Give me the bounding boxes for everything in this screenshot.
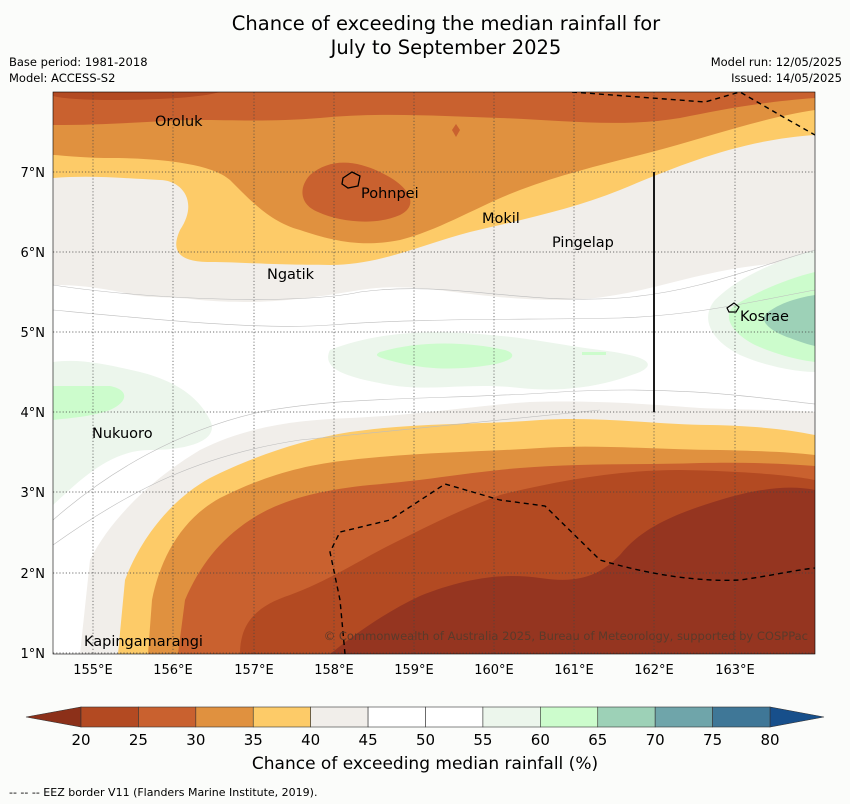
lon-label: 158°E bbox=[314, 663, 354, 678]
base-period: Base period: 1981-2018 bbox=[9, 55, 148, 69]
lat-label: 4°N bbox=[21, 406, 46, 421]
grid-lines bbox=[53, 92, 815, 654]
small-patch bbox=[452, 124, 460, 137]
colorbar-swatch bbox=[712, 706, 771, 728]
band-65-70-east bbox=[763, 295, 815, 346]
colorbar-title: Chance of exceeding median rainfall (%) bbox=[251, 754, 599, 774]
band-60-65-centre bbox=[376, 343, 513, 369]
lat-label: 7°N bbox=[21, 166, 46, 181]
lat-label: 2°N bbox=[21, 567, 46, 582]
place-mokil: Mokil bbox=[482, 211, 520, 227]
colorbar-high-arrow bbox=[769, 706, 825, 728]
colorbar-tick-label: 45 bbox=[359, 731, 378, 749]
lon-label: 160°E bbox=[474, 663, 514, 678]
colorbar-swatch bbox=[654, 706, 713, 728]
colorbar-tick-label: 35 bbox=[244, 731, 263, 749]
rainfall-map: © Commonwealth of Australia 2025, Bureau… bbox=[21, 91, 816, 678]
colorbar-tick-label: 20 bbox=[71, 731, 90, 749]
place-kapingamarangi: Kapingamarangi bbox=[84, 634, 203, 650]
colorbar-swatch bbox=[367, 706, 426, 728]
band-60-65-west bbox=[53, 386, 125, 420]
place-labels: Oroluk Pohnpei Mokil Pingelap Ngatik Kos… bbox=[84, 114, 789, 650]
place-oroluk: Oroluk bbox=[155, 114, 203, 130]
place-nukuoro: Nukuoro bbox=[92, 426, 153, 442]
lon-label: 162°E bbox=[634, 663, 674, 678]
band-25-30-north bbox=[53, 92, 815, 125]
lat-label: 5°N bbox=[21, 326, 46, 341]
band-60-65-dot bbox=[582, 352, 606, 355]
place-kosrae: Kosrae bbox=[740, 309, 789, 325]
lat-axis: 7°N 6°N 5°N 4°N 3°N 2°N 1°N bbox=[21, 166, 46, 662]
colorbar-tick-label: 80 bbox=[760, 731, 779, 749]
colorbar-tick-label: 75 bbox=[703, 731, 722, 749]
chart-title: Chance of exceeding the median rainfall … bbox=[0, 12, 850, 60]
footnote: -- -- -- EEZ border V11 (Flanders Marine… bbox=[9, 786, 318, 799]
lat-label: 6°N bbox=[21, 246, 46, 261]
colorbar-swatch bbox=[138, 706, 197, 728]
colorbar-swatch bbox=[597, 706, 656, 728]
place-pohnpei: Pohnpei bbox=[361, 186, 419, 202]
eez-border bbox=[329, 92, 815, 654]
issued-date: Issued: 14/05/2025 bbox=[731, 71, 842, 85]
band-20-25-corner bbox=[53, 92, 220, 100]
model-run: Model run: 12/05/2025 bbox=[710, 55, 842, 69]
title-line-2: July to September 2025 bbox=[330, 36, 562, 59]
colorbar-swatch bbox=[540, 706, 599, 728]
place-pingelap: Pingelap bbox=[552, 235, 614, 251]
band-30-35-north bbox=[53, 92, 815, 244]
lon-axis: 155°E 156°E 157°E 158°E 159°E 160°E 161°… bbox=[73, 663, 755, 678]
colorbar-swatch bbox=[80, 706, 139, 728]
pohnpei-low-patch bbox=[302, 162, 411, 222]
kosrae-island-shape bbox=[726, 302, 740, 313]
colorbar-low-arrow bbox=[25, 706, 82, 728]
map-contours: © Commonwealth of Australia 2025, Bureau… bbox=[53, 92, 815, 654]
colorbar-swatch bbox=[425, 706, 484, 728]
colorbar: 20 25 30 35 40 45 50 55 60 65 70 75 80 bbox=[25, 706, 825, 749]
title-line-1: Chance of exceeding the median rainfall … bbox=[231, 12, 661, 35]
colorbar-swatches bbox=[80, 706, 771, 728]
colorbar-tick-label: 40 bbox=[301, 731, 320, 749]
lat-label: 3°N bbox=[21, 486, 46, 501]
map-frame bbox=[52, 91, 816, 655]
colorbar-tick-label: 25 bbox=[129, 731, 148, 749]
lat-label: 1°N bbox=[21, 647, 46, 662]
colorbar-tick-label: 65 bbox=[588, 731, 607, 749]
lon-label: 161°E bbox=[554, 663, 594, 678]
colorbar-swatch bbox=[482, 706, 541, 728]
colorbar-tick-label: 70 bbox=[646, 731, 665, 749]
lon-label: 155°E bbox=[73, 663, 113, 678]
meta-right: Model run: 12/05/2025 Issued: 14/05/2025 bbox=[711, 54, 842, 86]
colorbar-tick-label: 30 bbox=[186, 731, 205, 749]
colorbar-swatch bbox=[252, 706, 311, 728]
colorbar-ticks: 20 25 30 35 40 45 50 55 60 65 70 75 80 bbox=[71, 731, 779, 749]
lon-label: 156°E bbox=[153, 663, 193, 678]
meta-left: Base period: 1981-2018 Model: ACCESS-S2 bbox=[9, 54, 148, 86]
colorbar-tick-label: 50 bbox=[416, 731, 435, 749]
lon-label: 159°E bbox=[394, 663, 434, 678]
place-ngatik: Ngatik bbox=[267, 267, 315, 283]
colorbar-swatch bbox=[195, 706, 254, 728]
band-below-20-south bbox=[330, 487, 815, 654]
lon-label: 163°E bbox=[715, 663, 755, 678]
lon-label: 157°E bbox=[234, 663, 274, 678]
colorbar-tick-label: 55 bbox=[473, 731, 492, 749]
pohnpei-island-shape bbox=[341, 171, 361, 189]
colorbar-swatch bbox=[310, 706, 369, 728]
contour-lines bbox=[53, 249, 815, 546]
copyright-text: © Commonwealth of Australia 2025, Bureau… bbox=[324, 629, 808, 643]
model-name: Model: ACCESS-S2 bbox=[9, 71, 116, 85]
colorbar-tick-label: 60 bbox=[531, 731, 550, 749]
